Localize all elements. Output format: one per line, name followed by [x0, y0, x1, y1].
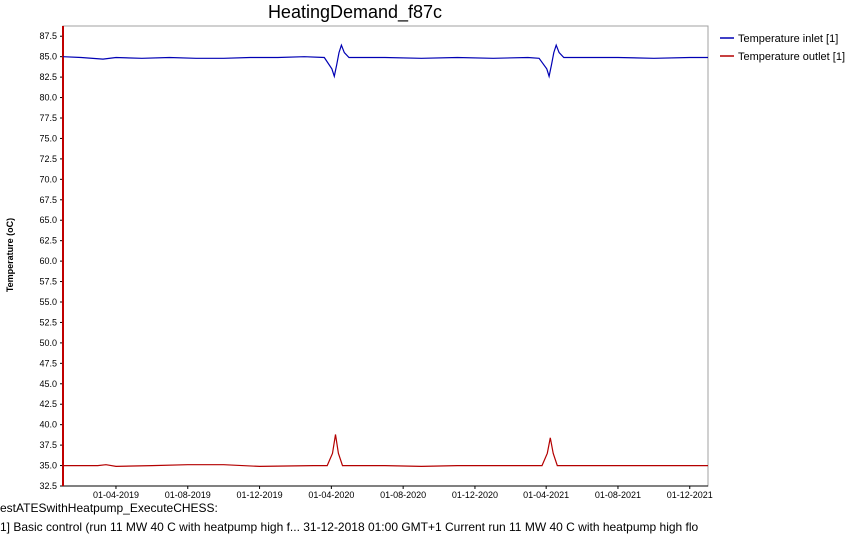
- y-tick-label: 65.0: [39, 215, 57, 225]
- x-tick-label: 01-08-2019: [165, 490, 211, 500]
- y-tick-label: 67.5: [39, 195, 57, 205]
- x-tick-labels: 01-04-2019 01-08-2019 01-12-2019 01-04-2020…: [93, 490, 713, 500]
- y-tick-label: 77.5: [39, 113, 57, 123]
- x-tick-label: 01-08-2021: [595, 490, 641, 500]
- y-tick-label: 50.0: [39, 338, 57, 348]
- x-tick-label: 01-12-2019: [237, 490, 283, 500]
- chart-title: HeatingDemand_f87c: [268, 2, 442, 23]
- legend: Temperature inlet [1] Temperature outlet …: [720, 33, 845, 63]
- y-tick-label: 42.5: [39, 399, 57, 409]
- y-tick-label: 80.0: [39, 93, 57, 103]
- x-tick-label: 01-08-2020: [380, 490, 426, 500]
- y-tick-label: 87.5: [39, 31, 57, 41]
- y-tick-label: 72.5: [39, 154, 57, 164]
- run-name-text: estATESwithHeatpump_ExecuteCHESS:: [0, 501, 218, 515]
- plot-series: [62, 43, 708, 468]
- y-tick-label: 52.5: [39, 317, 57, 327]
- y-tick-label: 40.0: [39, 420, 57, 430]
- legend-label-2: Temperature outlet [1]: [738, 51, 845, 63]
- y-tick-label: 70.0: [39, 174, 57, 184]
- y-tick-labels: 32.5 35.0 37.5 40.0 42.5 45.0 47.5 50.0 52.5 55.0…: [39, 31, 57, 491]
- x-tick-label: 01-04-2020: [308, 490, 354, 500]
- axes: [60, 25, 709, 489]
- y-tick-label: 45.0: [39, 379, 57, 389]
- y-tick-label: 85.0: [39, 52, 57, 62]
- series-line-2: [63, 434, 708, 468]
- y-tick-label: 57.5: [39, 277, 57, 287]
- y-tick-label: 60.0: [39, 256, 57, 266]
- run-description-text: 1] Basic control (run 11 MW 40 C with he…: [0, 520, 699, 534]
- y-tick-label: 47.5: [39, 358, 57, 368]
- y-tick-label: 82.5: [39, 72, 57, 82]
- y-tick-label: 75.0: [39, 133, 57, 143]
- x-tick-label: 01-12-2020: [452, 490, 498, 500]
- legend-label-1: Temperature inlet [1]: [738, 33, 838, 45]
- x-tick-label: 01-04-2019: [93, 490, 139, 500]
- y-tick-label: 55.0: [39, 297, 57, 307]
- y-tick-label: 37.5: [39, 440, 57, 450]
- y-tick-label: 62.5: [39, 236, 57, 246]
- y-tick-label: 35.0: [39, 461, 57, 471]
- y-axis-label: Temperature (oC): [5, 218, 15, 292]
- x-tick-label: 01-12-2021: [667, 490, 713, 500]
- y-tick-label: 32.5: [39, 481, 57, 491]
- series-line-1: [62, 43, 708, 79]
- plot-frame: [62, 25, 709, 487]
- x-tick-label: 01-04-2021: [523, 490, 569, 500]
